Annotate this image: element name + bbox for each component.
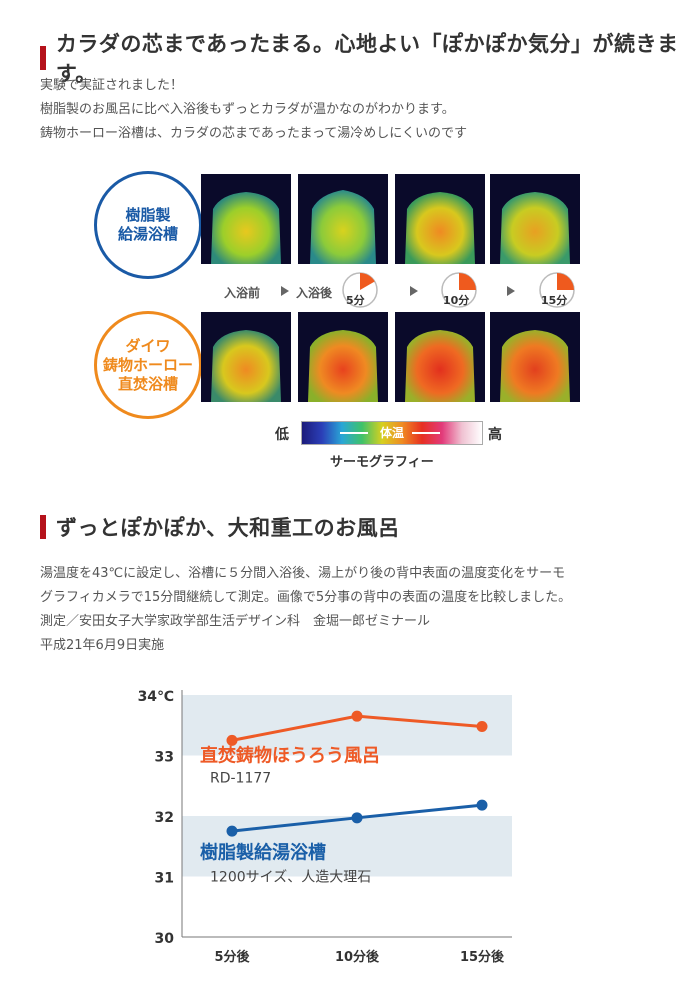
scale-high-label: 高 [488, 427, 502, 443]
x-tick-label: 5分後 [214, 949, 250, 965]
step-arrow-icon [507, 286, 515, 296]
section2-line: 測定／安田女子大学家政学部生活デザイン科 金堀一郎ゼミナール [40, 614, 431, 629]
thermo-image-daiwa-15min [490, 312, 580, 402]
timer-10min-label: 10分 [443, 294, 470, 307]
temperature-line-chart: 30 31 32 33 34℃ 5分後 10分後 15分後 直焚鋳物ほうろう風呂 RD-1177 樹… [138, 689, 512, 965]
timer-5min-label: 5分 [346, 294, 365, 307]
section1-heading: カラダの芯まであったまる。心地よい「ぽかぽか気分」が続きます。 [40, 28, 700, 88]
y-tick-label: 33 [155, 750, 174, 766]
series-label-resin: 樹脂製給湯浴槽 [200, 841, 326, 863]
series-label-daiwa: 直焚鋳物ほうろう風呂 [200, 745, 380, 767]
section1-line: 鋳物ホーロー浴槽は、カラダの芯まであったまって湯冷めしにくいのです [40, 126, 468, 141]
thermo-image-resin-15min [490, 174, 580, 264]
data-point [476, 720, 488, 732]
label-after-bath: 入浴後 [296, 286, 333, 300]
scale-caption: サーモグラフィー [330, 455, 434, 470]
data-point [226, 825, 238, 837]
timer-15min-icon [539, 272, 575, 308]
thermo-image-daiwa-10min [395, 312, 485, 402]
timer-15min-label: 15分 [541, 294, 568, 307]
data-point [351, 812, 363, 824]
section1-line: 樹脂製のお風呂に比べ入浴後もずっとカラダが温かなのがわかります。 [40, 102, 455, 117]
heading-accent-bar [40, 46, 46, 70]
x-tick-label: 15分後 [460, 949, 505, 965]
scale-arrow-right-icon [412, 432, 440, 434]
resin-tub-badge: 樹脂製 給湯浴槽 [94, 171, 202, 279]
thermo-image-daiwa-5min [298, 312, 388, 402]
step-arrow-icon [410, 286, 418, 296]
scale-arrow-left-icon [340, 432, 368, 434]
section1-description: 実験で実証されました！ 樹脂製のお風呂に比べ入浴後もずっとカラダが温かなのがわか… [40, 74, 467, 146]
y-tick-label: 30 [155, 931, 175, 947]
data-point [226, 734, 238, 746]
thermo-image-daiwa-before [201, 312, 291, 402]
series-sublabel-daiwa: RD-1177 [210, 771, 271, 787]
section2-heading-text: ずっとぽかぽか、大和重工のお風呂 [56, 516, 400, 540]
heading-accent-bar [40, 515, 46, 539]
daiwa-label-line: 直焚浴槽 [117, 374, 178, 393]
section2-heading: ずっとぽかぽか、大和重工のお風呂 [40, 512, 400, 542]
thermo-image-resin-5min [298, 174, 388, 264]
timer-5min-icon [342, 272, 378, 308]
resin-label-line: 給湯浴槽 [117, 225, 178, 243]
daiwa-label-line: ダイワ [125, 336, 171, 355]
timer-10min-icon [441, 272, 477, 308]
resin-label-line: 樹脂製 [125, 206, 171, 224]
daiwa-tub-badge: ダイワ 鋳物ホーロー 直焚浴槽 [94, 311, 202, 419]
daiwa-label-line: 鋳物ホーロー [102, 355, 193, 374]
section2-line: グラフィカメラで15分間継続して測定。画像で5分事の背中の表面の温度を比較しまし… [40, 590, 572, 605]
section2-line: 平成21年6月9日実施 [40, 638, 165, 653]
thermography-color-scale: 体温 [301, 421, 483, 445]
section1-line: 実験で実証されました！ [40, 78, 184, 93]
y-tick-label: 31 [155, 871, 174, 887]
data-point [351, 710, 363, 722]
scale-low-label: 低 [275, 427, 289, 443]
chart-band [182, 816, 512, 877]
thermo-image-resin-10min [395, 174, 485, 264]
y-tick-label: 32 [155, 810, 174, 826]
y-tick-label: 34℃ [138, 689, 174, 705]
section2-description: 湯温度を43℃に設定し、浴槽に５分間入浴後、湯上がり後の背中表面の温度変化をサー… [40, 562, 571, 658]
x-tick-label: 10分後 [335, 949, 380, 965]
label-before-bath: 入浴前 [224, 286, 261, 300]
data-point [476, 799, 488, 811]
section2-line: 湯温度を43℃に設定し、浴槽に５分間入浴後、湯上がり後の背中表面の温度変化をサー… [40, 566, 566, 581]
series-sublabel-resin: 1200サイズ、人造大理石 [210, 869, 371, 885]
section1-heading-text: カラダの芯まであったまる。心地よい「ぽかぽか気分」が続きます。 [55, 32, 679, 86]
thermo-image-resin-before [201, 174, 291, 264]
scale-mid-label: 体温 [379, 426, 405, 440]
step-arrow-icon [281, 286, 289, 296]
